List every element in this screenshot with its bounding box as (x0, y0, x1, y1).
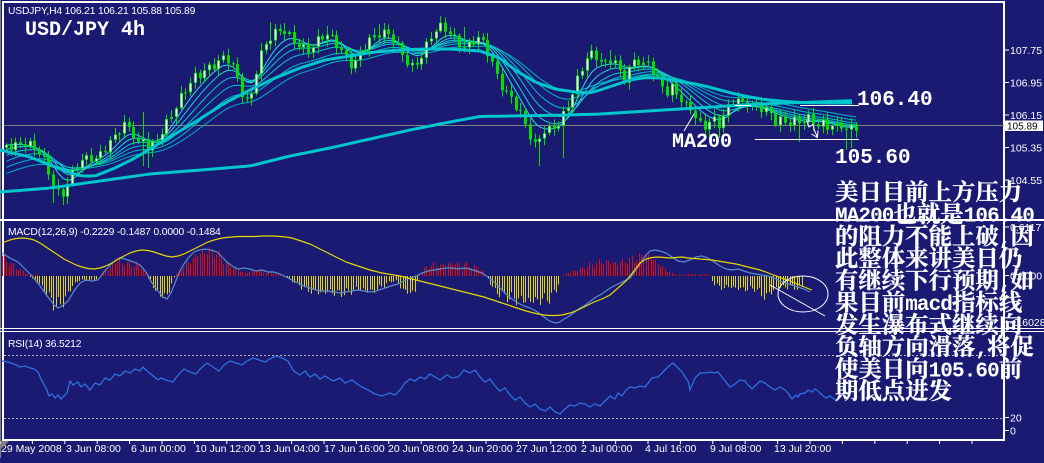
svg-text:USD/JPY 4h: USD/JPY 4h (25, 19, 145, 42)
svg-text:macd: macd (905, 294, 952, 317)
svg-text:106.40: 106.40 (857, 89, 933, 112)
svg-text:MACD(12,26,9) -0.2229 -0.1487: MACD(12,26,9) -0.2229 -0.1487 0.0000 -0.… (8, 227, 221, 238)
svg-text:106.95: 106.95 (1010, 78, 1042, 90)
svg-text:3 Jun 08:00: 3 Jun 08:00 (66, 443, 121, 455)
svg-text:29 May 2008: 29 May 2008 (1, 443, 62, 455)
svg-text:0.6117: 0.6117 (1010, 222, 1041, 234)
svg-text:MA200: MA200 (835, 206, 894, 229)
svg-text:106.15: 106.15 (1010, 110, 1042, 122)
svg-text:106.40: 106.40 (964, 206, 1035, 229)
svg-text:,: , (999, 228, 1011, 251)
svg-text:2 Jul 00:00: 2 Jul 00:00 (581, 443, 633, 455)
svg-text:10 Jun 12:00: 10 Jun 12:00 (195, 443, 256, 455)
svg-text:17 Jun 16:00: 17 Jun 16:00 (324, 443, 385, 455)
svg-text:24 Jun 20:00: 24 Jun 20:00 (452, 443, 513, 455)
svg-text:105.35: 105.35 (1010, 143, 1042, 155)
svg-text:20: 20 (1010, 413, 1022, 425)
svg-text:0: 0 (1010, 426, 1016, 438)
svg-text:105.60: 105.60 (835, 147, 911, 170)
svg-text:RSI(14) 36.5212: RSI(14) 36.5212 (8, 339, 82, 350)
svg-text:13 Jul 20:00: 13 Jul 20:00 (774, 443, 831, 455)
svg-text:,: , (975, 338, 987, 361)
svg-text:9 Jul 08:00: 9 Jul 08:00 (710, 443, 762, 455)
svg-text:20 Jun 08:00: 20 Jun 08:00 (388, 443, 449, 455)
svg-text:104.55: 104.55 (1010, 175, 1042, 187)
svg-text:USDJPY,H4 106.21 106.21 105.8: USDJPY,H4 106.21 106.21 105.88 105.89 (8, 6, 196, 17)
svg-text:105.60: 105.60 (929, 361, 1000, 384)
svg-text:107.75: 107.75 (1010, 45, 1042, 57)
svg-text:105.89: 105.89 (1007, 121, 1038, 132)
svg-text:,: , (999, 272, 1011, 295)
svg-text:MA200: MA200 (672, 131, 732, 154)
svg-text:4 Jul 16:00: 4 Jul 16:00 (645, 443, 697, 455)
svg-text:6 Jun 00:00: 6 Jun 00:00 (131, 443, 186, 455)
svg-text:27 Jun 12:00: 27 Jun 12:00 (516, 443, 577, 455)
svg-text:13 Jun 04:00: 13 Jun 04:00 (259, 443, 320, 455)
